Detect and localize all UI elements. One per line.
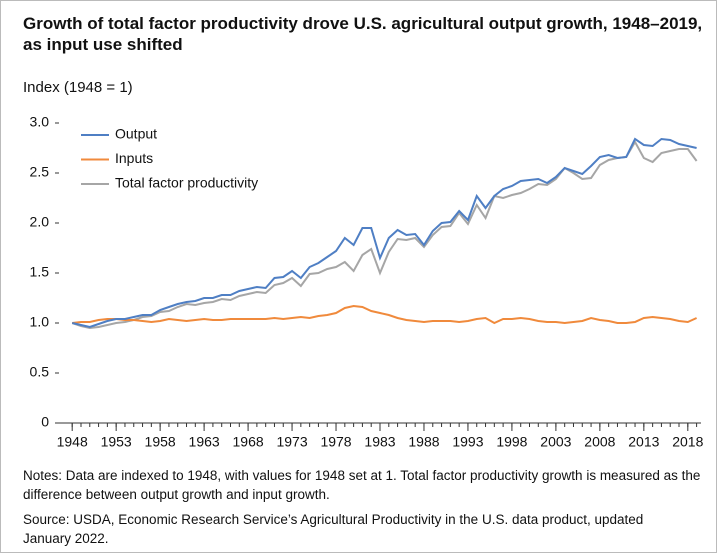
y-axis-label: Index (1948 = 1)	[23, 79, 133, 96]
x-tick-label: 2018	[672, 434, 703, 450]
y-tick-label: 1.0	[30, 314, 50, 330]
y-tick-label: 2.5	[30, 164, 50, 180]
x-tick-label: 1988	[408, 434, 439, 450]
series-line	[71, 139, 698, 330]
series-line	[71, 137, 697, 329]
legend-label: Output	[115, 126, 157, 142]
x-tick-label: 1958	[145, 434, 176, 450]
series-line	[72, 304, 698, 325]
x-tick-label: 2013	[628, 434, 659, 450]
legend-label: Inputs	[115, 150, 153, 166]
x-tick-label: 1998	[496, 434, 527, 450]
y-tick-label: 1.5	[30, 264, 50, 280]
x-tick-label: 2003	[540, 434, 571, 450]
x-tick-label: 1993	[452, 434, 483, 450]
x-tick-label: 2008	[584, 434, 615, 450]
x-tick-label: 1953	[101, 434, 132, 450]
chart: 0 0.5 1.0 1.5 2.0 2.5 3.0 1948 1953 1958 1963 1968 1…	[30, 114, 704, 450]
notes: Notes: Data are indexed to 1948, with va…	[23, 468, 701, 502]
x-tick-label: 1963	[189, 434, 220, 450]
source: Source: USDA, Economic Research Service’…	[23, 512, 644, 546]
x-tick-label: 1978	[320, 434, 351, 450]
x-tick-label: 1948	[57, 434, 88, 450]
x-tick-label: 1973	[276, 434, 307, 450]
y-tick-label: 3.0	[30, 114, 50, 130]
y-tick-label: 0	[41, 414, 49, 430]
chart-title: Growth of total factor productivity drov…	[23, 14, 703, 54]
x-tick-label: 1968	[233, 434, 264, 450]
y-tick-label: 0.5	[30, 364, 50, 380]
legend-label: Total factor productivity	[115, 175, 258, 191]
y-tick-label: 2.0	[30, 214, 50, 230]
x-tick-label: 1983	[364, 434, 395, 450]
